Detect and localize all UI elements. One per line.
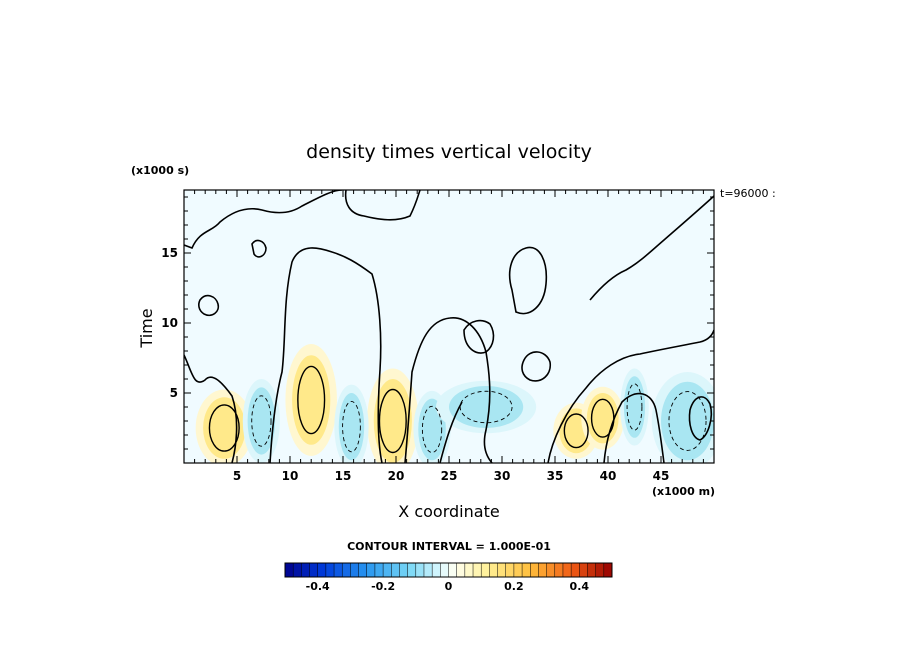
negative-contour [668, 391, 707, 451]
zero-contour [404, 317, 493, 463]
zero-contour [198, 294, 220, 317]
zero-contour [184, 190, 343, 250]
x-tick-label: 20 [388, 469, 405, 483]
colorbar-bin [350, 563, 359, 577]
zero-contour [184, 354, 238, 463]
colorbar-bin [374, 563, 384, 577]
zero-contour [547, 329, 714, 463]
colorbar-bin [562, 563, 572, 577]
colorbar-bin [456, 563, 466, 577]
zero-contour [344, 190, 421, 221]
colorbar-tick-label: 0 [445, 580, 453, 593]
colorbar-bin [309, 563, 318, 577]
time-annotation: t=96000 : [720, 187, 776, 200]
zero-contour [269, 247, 383, 463]
colorbar-bin [334, 563, 343, 577]
colorbar-bin [571, 563, 580, 577]
negative-region [661, 381, 714, 461]
colorbar-bin [415, 563, 425, 577]
colorbar-bin [440, 563, 449, 577]
positive-contour [208, 404, 240, 452]
plot-area: 5 10 15 20 25 30 35 40 45 5 10 15 [161, 189, 715, 483]
colorbar-bin [407, 563, 417, 577]
colorbar-bin [546, 563, 556, 577]
colorbar: -0.4 -0.2 0 0.2 0.4 [284, 562, 613, 593]
colorbar-bin [285, 563, 294, 577]
colorbar-bin [579, 563, 588, 577]
colorbar-bin [464, 563, 474, 577]
x-axis-label: X coordinate [398, 502, 499, 521]
negative-contour [421, 405, 443, 453]
x-tick-label: 35 [547, 469, 564, 483]
x-tick-label: 15 [335, 469, 352, 483]
zero-contour [439, 401, 463, 463]
contour-lines [184, 190, 714, 463]
colorbar-bin [497, 563, 507, 577]
colorbar-bin [489, 563, 498, 577]
colorbar-bin [530, 563, 539, 577]
zero-contour [521, 351, 552, 382]
colorbar-bin [603, 563, 613, 577]
colorbar-frame [284, 562, 613, 578]
y-tick-label: 15 [161, 246, 178, 260]
y-tick-label: 10 [161, 316, 178, 330]
colorbar-bin [301, 563, 310, 577]
chart-title: density times vertical velocity [306, 141, 592, 163]
colorbar-bin [505, 563, 515, 577]
colorbar-bin [522, 563, 531, 577]
colorbar-bin [317, 563, 327, 577]
y-unit-label: (x1000 s) [131, 164, 189, 177]
zero-contour [251, 239, 267, 258]
zero-contour [508, 246, 548, 315]
x-tick-label: 30 [494, 469, 511, 483]
colorbar-bin [481, 563, 490, 577]
colorbar-bin [293, 563, 302, 577]
x-tick-label: 25 [441, 469, 458, 483]
y-axis: 5 10 15 [161, 196, 714, 450]
colorbar-bin [423, 563, 433, 577]
colorbar-bin [342, 563, 351, 577]
colorbar-tick-label: 0.4 [570, 580, 590, 593]
zero-contour [589, 195, 714, 301]
positive-contour [378, 388, 407, 454]
positive-contour [590, 398, 615, 438]
x-tick-label: 40 [600, 469, 617, 483]
y-axis-label: Time [137, 308, 156, 348]
colorbar-bin [587, 563, 596, 577]
colorbar-tick-label: 0.2 [504, 580, 524, 593]
colorbar-bin [432, 563, 441, 577]
colorbar-bin [554, 563, 564, 577]
colorbar-bin [473, 563, 482, 577]
zero-contour [463, 319, 495, 354]
colorbar-bin [448, 563, 457, 577]
negative-contour [342, 400, 361, 453]
colorbar-bin [383, 563, 392, 577]
negative-contour [626, 383, 643, 431]
colorbar-bin [325, 563, 335, 577]
x-axis: 5 10 15 20 25 30 35 40 45 [194, 190, 704, 483]
colorbar-tick-label: -0.4 [306, 580, 330, 593]
x-tick-label: 10 [282, 469, 299, 483]
y-tick-label: 5 [170, 386, 178, 400]
zero-contour [688, 396, 713, 441]
colorbar-bin [513, 563, 523, 577]
colorbar-bin [391, 563, 400, 577]
colorbar-bin [366, 563, 376, 577]
negative-contour [459, 390, 513, 424]
colorbar-bin [399, 563, 408, 577]
positive-contour [297, 365, 326, 435]
x-tick-label: 5 [233, 469, 241, 483]
colorbar-bin [538, 563, 547, 577]
x-unit-label: (x1000 m) [652, 485, 715, 498]
contour-interval-label: CONTOUR INTERVAL = 1.000E-01 [347, 540, 551, 553]
colorbar-tick-label: -0.2 [371, 580, 395, 593]
colorbar-bin [358, 563, 368, 577]
colorbar-bin [595, 563, 605, 577]
positive-contour [563, 413, 589, 449]
negative-contour [251, 395, 272, 447]
x-tick-label: 45 [653, 469, 670, 483]
